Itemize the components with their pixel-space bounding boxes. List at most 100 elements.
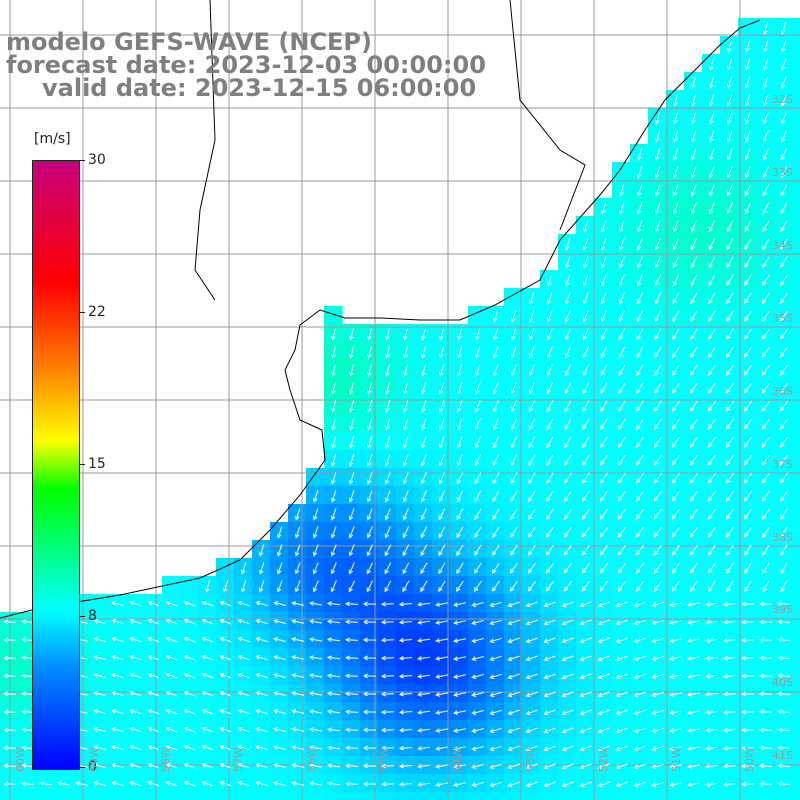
wind-arrow <box>111 636 124 643</box>
wind-arrow <box>330 562 337 575</box>
wind-arrow <box>725 508 734 520</box>
wind-speed-cell <box>576 252 595 271</box>
wind-arrow <box>237 672 250 679</box>
wind-arrow <box>367 418 373 431</box>
wind-arrow <box>367 328 372 341</box>
wind-arrow <box>420 580 428 593</box>
wind-speed-cell <box>486 594 505 613</box>
wind-arrow <box>579 763 592 770</box>
wind-speed-cell <box>378 684 397 703</box>
wind-arrow <box>708 310 716 323</box>
wind-speed-cell <box>576 738 595 757</box>
wind-arrow <box>744 292 752 304</box>
wind-speed-cell <box>702 288 721 307</box>
wind-speed-cell <box>738 702 757 721</box>
wind-arrow <box>111 762 124 769</box>
wind-arrow <box>636 238 643 251</box>
wind-arrow <box>758 673 773 679</box>
wind-speed-cell <box>540 648 559 667</box>
wind-arrow <box>780 580 788 593</box>
wind-arrow <box>111 654 124 661</box>
wind-speed-cell <box>612 738 631 757</box>
wind-arrow <box>2 727 17 733</box>
wind-speed-cell <box>522 702 541 721</box>
wind-speed-cell <box>540 630 559 649</box>
wind-speed-cell <box>540 414 559 433</box>
wind-speed-cell <box>684 630 703 649</box>
wind-arrow <box>420 400 427 413</box>
wind-arrow <box>654 274 662 287</box>
wind-arrow <box>636 202 643 215</box>
wind-arrow <box>362 727 377 733</box>
wind-arrow <box>780 40 787 53</box>
wind-arrow <box>600 382 608 395</box>
wind-speed-cell <box>720 288 739 307</box>
wind-speed-cell <box>666 540 685 559</box>
wind-speed-cell <box>594 684 613 703</box>
wind-arrow <box>237 744 250 751</box>
wind-speed-cell <box>342 324 361 343</box>
wind-arrow <box>165 726 178 733</box>
wind-speed-cell <box>522 486 541 505</box>
wind-arrow <box>2 691 17 697</box>
wind-speed-cell <box>468 684 487 703</box>
wind-arrow <box>762 256 770 269</box>
colorbar-tick-mark <box>79 312 85 313</box>
wind-arrow <box>525 727 538 734</box>
wind-arrow <box>743 508 752 520</box>
wind-arrow <box>456 364 463 377</box>
wind-arrow <box>545 544 554 556</box>
wind-speed-cell <box>774 162 793 181</box>
wind-speed-cell <box>90 774 109 793</box>
wind-speed-cell <box>720 252 739 271</box>
wind-speed-cell <box>738 450 757 469</box>
wind-arrow <box>402 490 409 503</box>
wind-speed-cell <box>432 558 451 577</box>
wind-speed-cell <box>252 774 271 793</box>
wind-arrow <box>564 292 571 305</box>
wind-speed-cell <box>270 648 289 667</box>
wind-arrow <box>331 436 337 449</box>
wind-arrow <box>93 709 106 714</box>
wind-arrow <box>385 382 391 395</box>
longitude-label: 59W <box>88 747 101 772</box>
wind-speed-cell <box>576 792 595 800</box>
wind-speed-cell <box>684 198 703 217</box>
wind-speed-cell <box>756 522 775 541</box>
wind-arrow <box>618 292 625 305</box>
wind-arrow <box>762 202 770 215</box>
wind-speed-cell <box>18 792 37 800</box>
wind-speed-cell <box>522 648 541 667</box>
wind-arrow <box>636 256 643 269</box>
wind-speed-cell <box>612 540 631 559</box>
wind-speed-cell <box>756 666 775 685</box>
wind-speed-cell <box>576 306 595 325</box>
wind-speed-cell <box>774 306 793 325</box>
wind-speed-cell <box>342 792 361 800</box>
wind-speed-cell <box>486 522 505 541</box>
wind-speed-cell <box>0 792 19 800</box>
wind-arrow <box>564 328 571 341</box>
latitude-label: 39S <box>772 603 793 616</box>
wind-arrow <box>704 637 719 643</box>
wind-arrow <box>546 310 553 323</box>
wind-arrow <box>219 636 232 643</box>
wind-arrow <box>636 436 644 448</box>
wind-speed-cell <box>738 126 757 145</box>
wind-speed-cell <box>414 684 433 703</box>
wind-arrow <box>636 292 644 305</box>
wind-speed-cell <box>378 666 397 685</box>
wind-speed-cell <box>450 594 469 613</box>
wind-speed-cell <box>414 558 433 577</box>
wind-arrow <box>420 544 428 557</box>
wind-speed-cell <box>414 468 433 487</box>
wind-arrow <box>707 400 716 412</box>
wind-arrow <box>349 328 354 341</box>
wind-speed-cell <box>738 396 757 415</box>
wind-arrow <box>525 691 538 698</box>
wind-arrow <box>726 220 734 233</box>
wind-arrow <box>618 364 626 377</box>
wind-speed-cell <box>612 666 631 685</box>
wind-arrow <box>147 690 160 697</box>
